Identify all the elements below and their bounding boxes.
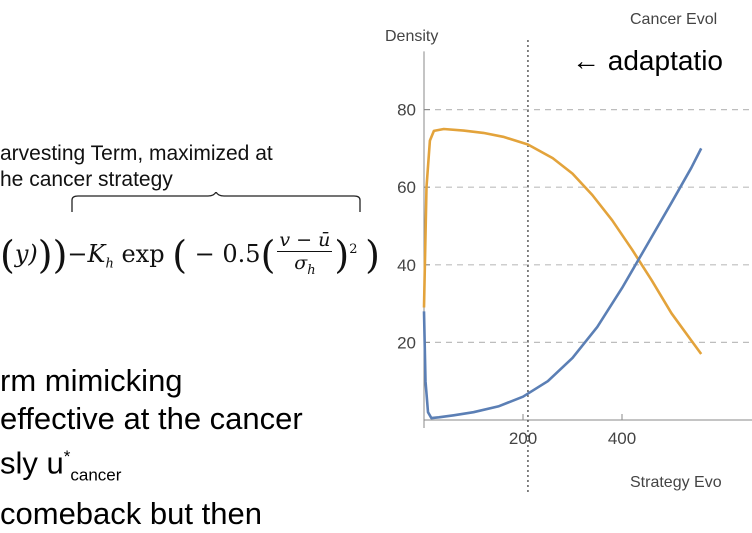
y-axis-title: Density <box>385 28 438 45</box>
x-tick-label-200: 200 <box>509 429 537 448</box>
formula-exp: exp <box>113 239 165 268</box>
u-star-sup: * <box>63 447 71 466</box>
y-tick-label-80: 80 <box>397 101 416 120</box>
formula-fraction: v − ū σh <box>277 229 333 282</box>
formula-k: K <box>87 239 106 268</box>
y-tick-label-60: 60 <box>397 178 416 197</box>
harvesting-formula: (y)))−Kh exp ( − 0.5(v − ū σh)2 ) <box>0 229 380 282</box>
formula-num-v: v <box>279 229 291 251</box>
formula-den-sub: h <box>307 262 316 278</box>
plot-area: 20 40 60 80 200 400 <box>397 40 752 494</box>
annotation-line-1: arvesting Term, maximized at <box>0 142 273 165</box>
formula-num-minus: − <box>290 229 319 251</box>
formula-neg-half: − 0.5 <box>194 239 261 268</box>
x-tick-label-400: 400 <box>608 429 636 448</box>
formula-minus: − <box>67 239 88 268</box>
bullet-text: rm mimicking effective at the cancer sly… <box>0 362 303 533</box>
annotation-line-2: he cancer strategy <box>0 168 173 191</box>
formula-power: 2 <box>349 241 358 257</box>
adaptation-annotation: ← adaptatio <box>572 45 723 76</box>
formula-open-part: y) <box>14 239 38 268</box>
bullet-line-4: comeback but then <box>0 495 262 531</box>
formula-num-ubar: ū <box>318 229 331 251</box>
overbrace <box>71 192 361 212</box>
y-tick-label-40: 40 <box>397 256 416 275</box>
cancer-sub: cancer <box>70 465 122 485</box>
bottom-chart-title: Strategy Evo <box>630 474 722 491</box>
cancer-evolution-chart: Cancer Evol Density ← adaptatio Strategy… <box>385 11 752 494</box>
series-line-blue <box>422 147 703 420</box>
bullet-line-2: effective at the cancer <box>0 401 303 436</box>
bullet-line-3: sly u*cancer <box>0 438 303 495</box>
y-tick-label-20: 20 <box>397 333 416 352</box>
bullet-line-3-text: sly u <box>0 445 64 481</box>
chart-title: Cancer Evol <box>630 11 717 28</box>
formula-k-sub: h <box>105 256 114 272</box>
harvesting-term-annotation: arvesting Term, maximized at he cancer s… <box>0 141 273 193</box>
series-line-orange <box>422 127 703 355</box>
bullet-line-1: rm mimicking <box>0 363 183 398</box>
formula-den-sigma: σ <box>294 252 308 274</box>
